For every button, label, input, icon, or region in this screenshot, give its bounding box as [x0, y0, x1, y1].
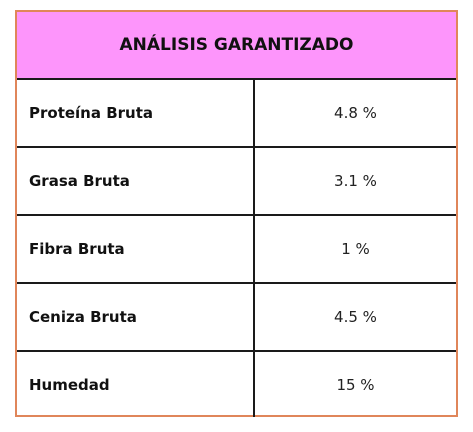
table-title: ANÁLISIS GARANTIZADO: [17, 12, 456, 80]
table: ANÁLISIS GARANTIZADO Proteína Bruta 4.8 %…: [15, 10, 458, 417]
table-row: Grasa Bruta 3.1 %: [17, 148, 456, 216]
row-value: 3.1 %: [334, 172, 377, 190]
table-body: Proteína Bruta 4.8 % Grasa Bruta 3.1 % Fibra…: [17, 80, 456, 417]
row-value: 4.5 %: [334, 308, 377, 326]
table-row: Fibra Bruta 1 %: [17, 216, 456, 284]
row-value: 1 %: [341, 240, 370, 258]
row-label: Proteína Bruta: [17, 80, 255, 146]
table-row: Ceniza Bruta 4.5 %: [17, 284, 456, 352]
row-value: 4.8 %: [334, 104, 377, 122]
table-row: Proteína Bruta 4.8 %: [17, 80, 456, 148]
row-label: Grasa Bruta: [17, 148, 255, 214]
row-label: Ceniza Bruta: [17, 284, 255, 350]
row-label: Fibra Bruta: [17, 216, 255, 282]
table-row: Humedad 15 %: [17, 352, 456, 417]
row-value: 15 %: [336, 375, 375, 394]
row-label: Humedad: [17, 352, 255, 417]
